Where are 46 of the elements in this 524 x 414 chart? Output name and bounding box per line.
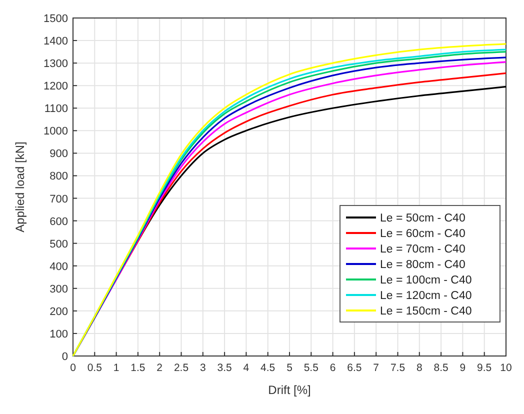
x-tick-label: 8 — [416, 362, 422, 374]
x-tick-label: 0.5 — [87, 362, 102, 374]
x-tick-label: 6 — [330, 362, 336, 374]
y-tick-label: 1100 — [44, 103, 68, 116]
legend-label: Le = 80cm - C40 — [380, 259, 466, 271]
legend-label: Le = 50cm - C40 — [380, 212, 466, 224]
y-tick-label: 600 — [50, 216, 68, 228]
y-tick-label: 400 — [50, 260, 68, 273]
y-tick-label: 1200 — [44, 80, 68, 93]
legend-label: Le = 120cm - C40 — [380, 290, 472, 302]
legend-label: Le = 150cm - C40 — [380, 306, 472, 318]
x-tick-label: 6.5 — [347, 362, 362, 374]
x-tick-label: 4 — [243, 362, 250, 374]
y-tick-label: 1000 — [44, 126, 68, 138]
x-tick-label: 10 — [500, 362, 512, 374]
x-tick-label: 1.5 — [130, 362, 146, 374]
x-tick-label: 2 — [156, 362, 163, 374]
y-tick-label: 100 — [50, 328, 68, 340]
y-tick-label: 200 — [50, 306, 68, 318]
y-tick-label: 800 — [50, 170, 68, 183]
x-tick-label: 9 — [460, 362, 466, 374]
x-tick-label: 5 — [286, 362, 293, 374]
y-tick-label: 1400 — [44, 36, 68, 48]
x-tick-label: 9.5 — [477, 362, 492, 374]
x-tick-label: 7 — [373, 362, 380, 374]
legend-label: Le = 70cm - C40 — [380, 244, 466, 256]
legend-label: Le = 100cm - C40 — [380, 274, 472, 286]
y-tick-label: 500 — [50, 238, 68, 250]
x-tick-label: 1 — [113, 362, 120, 374]
y-tick-label: 1500 — [44, 13, 68, 25]
x-tick-label: 2.5 — [174, 362, 189, 374]
legend-label: Le = 60cm - C40 — [380, 228, 466, 240]
y-tick-label: 700 — [50, 193, 68, 206]
x-tick-label: 3 — [200, 362, 206, 374]
x-tick-label: 5.5 — [304, 362, 319, 374]
x-axis-title: Drift [%] — [268, 383, 311, 397]
x-tick-label: 8.5 — [434, 362, 448, 374]
x-tick-label: 3.5 — [217, 362, 232, 374]
y-tick-label: 300 — [50, 283, 68, 296]
y-tick-label: 1300 — [44, 58, 68, 70]
x-tick-label: 0 — [70, 362, 76, 374]
x-tick-label: 4.5 — [260, 362, 276, 374]
y-tick-label: 900 — [50, 148, 68, 160]
y-tick-label: 0 — [62, 351, 68, 363]
x-tick-label: 7.5 — [390, 362, 406, 374]
y-axis-title: Applied load [kN] — [13, 142, 27, 232]
